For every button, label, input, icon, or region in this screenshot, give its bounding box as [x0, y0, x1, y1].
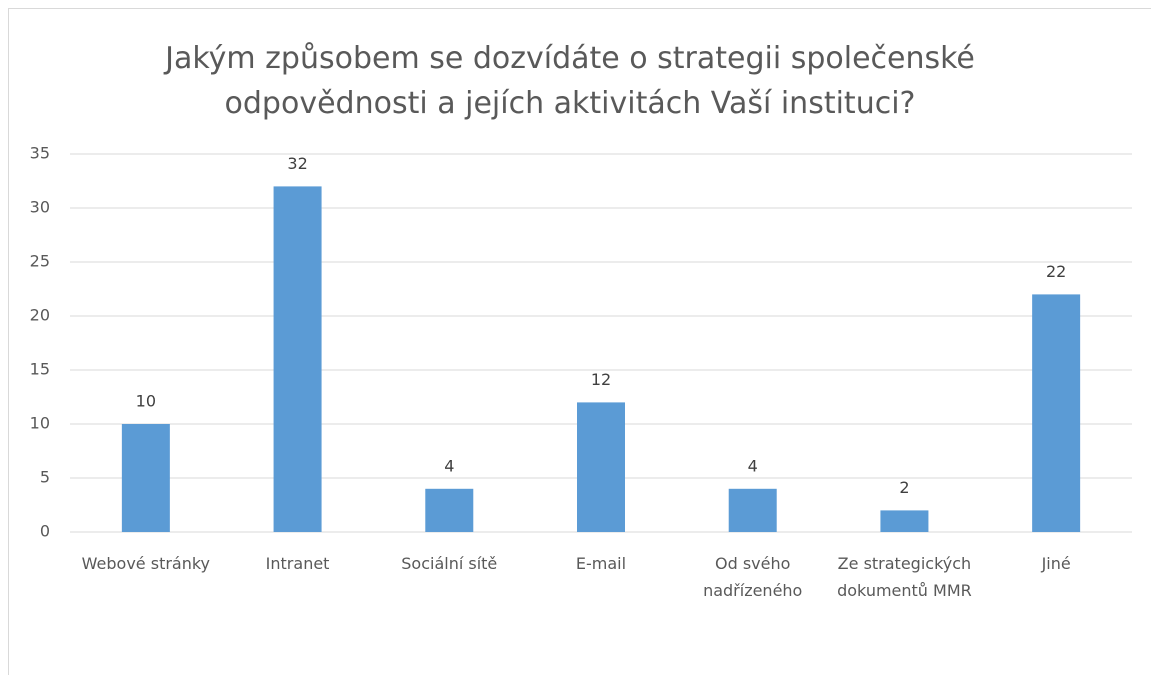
x-tick-label: Sociální sítě [401, 554, 498, 573]
bar [728, 488, 777, 532]
data-label: 4 [444, 456, 454, 475]
bar [880, 510, 929, 532]
bar [273, 186, 322, 532]
x-tick-label: Ze strategických dokumentů MMR [837, 554, 972, 600]
y-tick-label: 35 [30, 144, 50, 163]
data-label: 4 [748, 456, 758, 475]
data-label: 22 [1046, 262, 1066, 281]
bar [121, 424, 170, 532]
y-tick-label: 5 [40, 468, 50, 487]
data-label: 32 [287, 154, 307, 173]
data-label: 12 [591, 370, 611, 389]
x-tick-label: Jiné [1041, 554, 1071, 573]
data-label: 2 [899, 478, 909, 497]
bar [1032, 294, 1081, 532]
chart-frame [8, 8, 1151, 675]
chart-title: Jakým způsobem se dozvídáte o strategii … [165, 41, 975, 121]
x-tick-label: Intranet [265, 554, 330, 573]
data-label: 10 [136, 392, 156, 411]
y-tick-label: 15 [30, 360, 50, 379]
y-tick-label: 30 [30, 198, 50, 217]
y-tick-label: 0 [40, 522, 50, 541]
x-tick-label: E-mail [575, 554, 627, 573]
bar [577, 402, 625, 532]
bar [425, 488, 474, 532]
y-tick-label: 10 [30, 414, 50, 433]
x-tick-label: Webové stránky [81, 554, 211, 573]
y-tick-label: 25 [30, 252, 50, 271]
y-tick-label: 20 [30, 306, 50, 325]
x-tick-label: Od svého nadřízeného [703, 554, 803, 600]
